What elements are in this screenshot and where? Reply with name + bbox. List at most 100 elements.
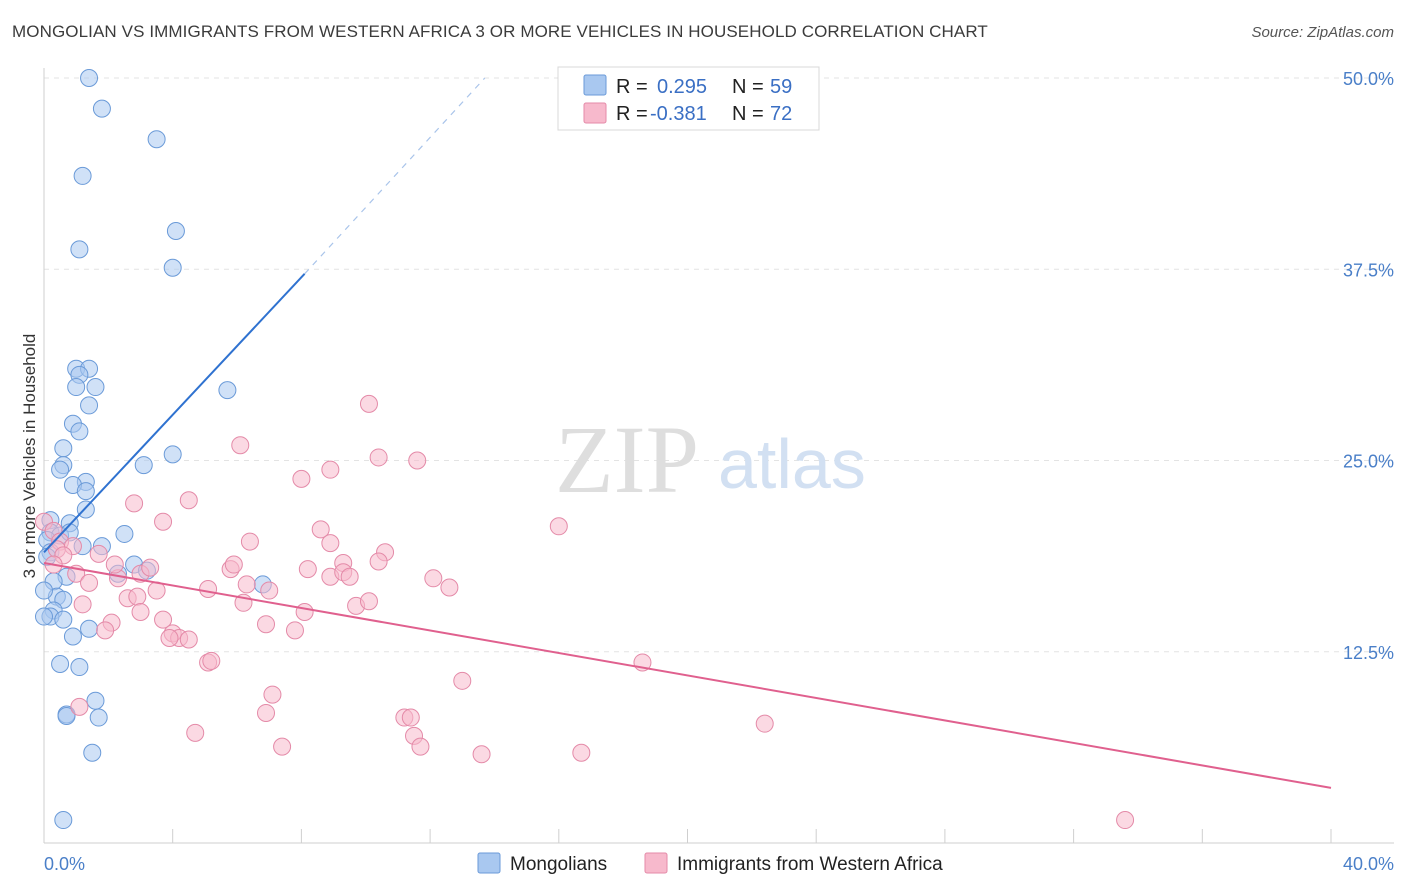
data-point xyxy=(273,737,292,756)
data-point xyxy=(186,723,205,742)
legend-n-label-1: N = xyxy=(732,76,764,98)
data-point xyxy=(298,560,317,579)
data-point xyxy=(163,258,182,277)
data-point xyxy=(218,381,237,400)
data-point xyxy=(70,697,89,716)
data-point xyxy=(440,578,459,597)
legend-n-label-2: N = xyxy=(732,103,764,125)
data-point xyxy=(295,602,314,621)
data-point xyxy=(231,436,250,455)
data-point xyxy=(125,494,144,513)
watermark-atlas: atlas xyxy=(718,425,866,503)
legend-r-label-1: R = xyxy=(616,76,648,98)
source-credit: Source: ZipAtlas.com xyxy=(1251,24,1394,41)
data-point xyxy=(424,569,443,588)
data-point xyxy=(292,469,311,488)
legend-label-mongolians: Mongolians xyxy=(510,854,607,875)
data-point xyxy=(54,439,73,458)
data-point xyxy=(35,581,53,600)
data-point xyxy=(321,460,340,479)
trend-line-mongolians xyxy=(43,273,306,553)
legend-swatch-mongolians xyxy=(583,74,607,96)
legend-r-value-mongolians: 0.295 xyxy=(657,76,707,98)
data-point xyxy=(80,396,99,415)
legend-r-label-2: R = xyxy=(616,103,648,125)
data-point xyxy=(105,555,124,574)
y-tick-labels: 12.5% 25.0% 37.5% 50.0% xyxy=(1343,69,1394,663)
data-point xyxy=(89,708,108,727)
data-point xyxy=(240,532,259,551)
data-point xyxy=(92,99,111,118)
data-point xyxy=(89,544,108,563)
data-point xyxy=(257,615,276,634)
data-point xyxy=(70,240,89,259)
legend-swatch-western-africa-bottom xyxy=(644,852,668,874)
grid xyxy=(44,77,1394,653)
data-point xyxy=(54,811,73,830)
data-point xyxy=(401,708,420,727)
trend-line-western-africa xyxy=(43,562,1332,789)
series-western-africa xyxy=(35,394,1135,830)
data-point xyxy=(285,621,304,640)
legend-n-value-western-africa: 72 xyxy=(770,103,792,125)
data-point xyxy=(128,587,147,606)
data-point xyxy=(755,714,774,733)
data-point xyxy=(411,737,430,756)
data-point xyxy=(179,630,198,649)
series-legend: Mongolians Immigrants from Western Afric… xyxy=(477,852,943,875)
data-point xyxy=(67,378,86,397)
data-point xyxy=(51,654,70,673)
data-point xyxy=(73,595,92,614)
data-point xyxy=(237,575,256,594)
legend-label-western-africa: Immigrants from Western Africa xyxy=(677,854,943,875)
data-point xyxy=(154,512,173,531)
data-point xyxy=(76,482,95,501)
data-point xyxy=(321,534,340,553)
data-point xyxy=(572,743,591,762)
y-tick-label-3: 50.0% xyxy=(1343,69,1394,89)
data-point xyxy=(260,581,279,600)
watermark: ZIP atlas xyxy=(555,406,866,513)
data-point xyxy=(134,456,153,475)
data-point xyxy=(359,394,378,413)
legend-r-value-western-africa: -0.381 xyxy=(650,103,707,125)
data-point xyxy=(83,743,102,762)
data-point xyxy=(86,691,105,710)
data-point xyxy=(179,491,198,510)
data-point xyxy=(340,567,359,586)
data-point xyxy=(257,703,276,722)
trend-line-mongolians-extension xyxy=(304,77,486,275)
data-point xyxy=(154,610,173,629)
data-point xyxy=(549,517,568,536)
data-point xyxy=(263,685,282,704)
trend-lines xyxy=(43,77,1332,789)
y-tick-label-1: 25.0% xyxy=(1343,452,1394,472)
data-point xyxy=(70,422,89,441)
data-point xyxy=(73,166,92,185)
legend-n-value-mongolians: 59 xyxy=(770,76,792,98)
axes xyxy=(43,68,1394,844)
data-point xyxy=(166,222,185,240)
data-point xyxy=(199,580,218,599)
data-point xyxy=(160,628,179,647)
data-point xyxy=(147,130,166,149)
x-tick-max: 40.0% xyxy=(1343,854,1394,874)
legend-swatch-mongolians-bottom xyxy=(477,852,501,874)
data-point xyxy=(131,602,150,621)
data-point xyxy=(369,552,388,571)
data-point xyxy=(472,745,491,764)
data-point xyxy=(35,607,53,626)
data-point xyxy=(311,520,330,539)
x-tick-min: 0.0% xyxy=(44,854,85,874)
data-point xyxy=(86,378,105,397)
data-point xyxy=(408,451,427,470)
y-tick-label-0: 12.5% xyxy=(1343,643,1394,663)
data-point xyxy=(76,500,95,519)
watermark-zip: ZIP xyxy=(555,406,699,513)
data-point xyxy=(453,671,472,690)
data-point xyxy=(80,69,99,87)
data-point xyxy=(1116,811,1135,830)
data-point xyxy=(141,558,160,577)
x-tick-labels: 0.0% 40.0% xyxy=(44,854,1394,874)
